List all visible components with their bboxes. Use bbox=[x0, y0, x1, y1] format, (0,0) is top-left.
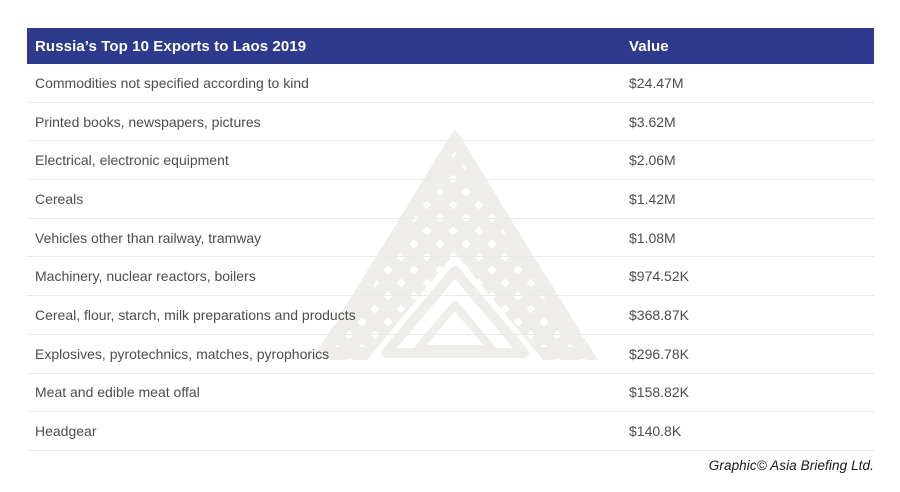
table-row: Explosives, pyrotechnics, matches, pyrop… bbox=[27, 335, 874, 374]
value-cell: $2.06M bbox=[629, 152, 676, 169]
commodity-label: Vehicles other than railway, tramway bbox=[35, 229, 262, 246]
commodity-label: Machinery, nuclear reactors, boilers bbox=[35, 268, 256, 285]
exports-table: Russia’s Top 10 Exports to Laos 2019 Val… bbox=[27, 28, 874, 451]
table-row: Machinery, nuclear reactors, boilers $974… bbox=[27, 257, 874, 297]
value-cell: $1.08M bbox=[629, 229, 676, 246]
value-cell: $974.52K bbox=[629, 268, 689, 285]
table-body: Commodities not specified according to k… bbox=[27, 64, 874, 451]
value-cell: $296.78K bbox=[629, 345, 689, 362]
credit-line: Graphic© Asia Briefing Ltd. bbox=[708, 458, 874, 473]
table-row: Commodities not specified according to k… bbox=[27, 64, 874, 103]
value-cell: $24.47M bbox=[629, 74, 684, 91]
table-row: Headgear $140.8K bbox=[27, 412, 874, 451]
value-column-header: Value bbox=[629, 37, 669, 55]
value-cell: $158.82K bbox=[629, 384, 689, 401]
commodity-label: Meat and edible meat offal bbox=[35, 384, 200, 401]
value-cell: $3.62M bbox=[629, 113, 676, 130]
commodity-label: Cereals bbox=[35, 190, 84, 207]
commodity-label: Electrical, electronic equipment bbox=[35, 152, 229, 169]
table-row: Meat and edible meat offal $158.82K bbox=[27, 374, 874, 413]
table-row: Printed books, newspapers, pictures $3.62… bbox=[27, 103, 874, 142]
table-row: Cereals $1.42M bbox=[27, 180, 874, 219]
value-cell: $1.42M bbox=[629, 190, 676, 207]
value-cell: $140.8K bbox=[629, 423, 682, 440]
table-row: Cereal, flour, starch, milk preparations… bbox=[27, 296, 874, 335]
commodity-label: Explosives, pyrotechnics, matches, pyrop… bbox=[35, 345, 330, 362]
table-row: Electrical, electronic equipment $2.06M bbox=[27, 141, 874, 181]
table-row: Vehicles other than railway, tramway $1.0… bbox=[27, 219, 874, 258]
commodity-label: Commodities not specified according to k… bbox=[35, 74, 309, 91]
commodity-label: Cereal, flour, starch, milk preparations… bbox=[35, 306, 356, 323]
value-cell: $368.87K bbox=[629, 306, 689, 323]
table-title: Russia’s Top 10 Exports to Laos 2019 bbox=[35, 37, 307, 55]
table-header-row: Russia’s Top 10 Exports to Laos 2019 Val… bbox=[27, 28, 874, 64]
commodity-label: Printed books, newspapers, pictures bbox=[35, 113, 261, 130]
commodity-label: Headgear bbox=[35, 423, 97, 440]
